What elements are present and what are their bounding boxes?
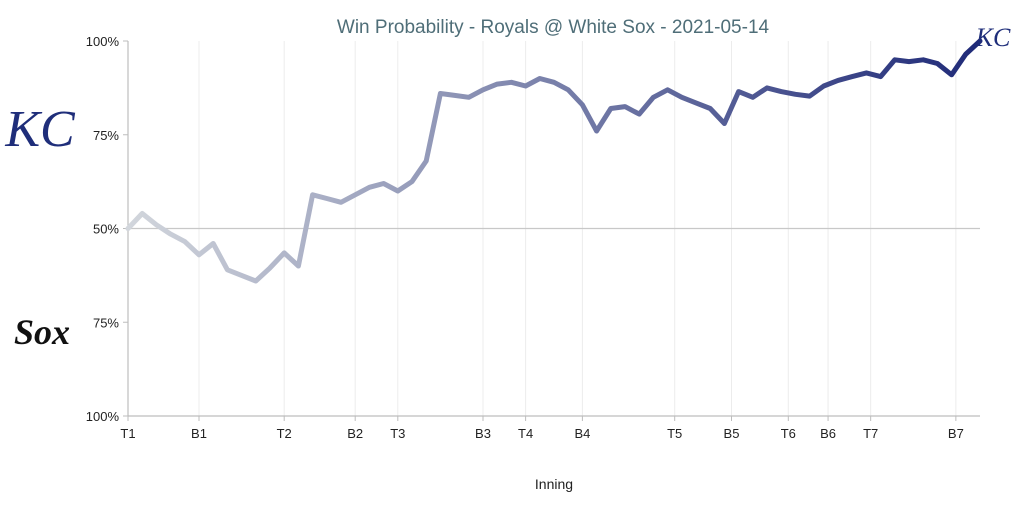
white-sox-logo-icon: Sox: [14, 312, 70, 352]
win-probability-line: [125, 38, 983, 284]
x-tick-label-b6: B6: [820, 426, 836, 441]
y-tick-labels: 100% 75% 50% 75% 100%: [86, 34, 128, 424]
svg-text:KC: KC: [975, 23, 1011, 52]
royals-end-logo-icon: KC: [975, 23, 1011, 52]
x-tick-label-t7: T7: [863, 426, 878, 441]
y-tick-label: 75%: [93, 315, 119, 330]
x-tick-label-b7: B7: [948, 426, 964, 441]
x-tick-label-t3: T3: [390, 426, 405, 441]
y-tick-label: 100%: [86, 34, 120, 49]
x-tick-label-t4: T4: [518, 426, 533, 441]
svg-text:KC: KC: [4, 101, 76, 158]
x-tick-label-b3: B3: [475, 426, 491, 441]
svg-text:Sox: Sox: [14, 312, 70, 352]
y-tick-label: 50%: [93, 222, 119, 237]
x-tick-labels: T1 B1 T2 B2 T3 B3 T4 B4 T5 B5 T6 B6 T7 B7: [120, 416, 964, 441]
x-axis-label: Inning: [535, 476, 573, 492]
x-tick-label-t6: T6: [781, 426, 796, 441]
gridlines: [127, 41, 980, 416]
x-tick-label-t2: T2: [277, 426, 292, 441]
royals-logo-icon: KC: [4, 101, 76, 158]
x-tick-label-b2: B2: [347, 426, 363, 441]
x-tick-label-b5: B5: [724, 426, 740, 441]
x-tick-label-b4: B4: [574, 426, 590, 441]
y-tick-label: 75%: [93, 128, 119, 143]
chart-title: Win Probability - Royals @ White Sox - 2…: [337, 17, 770, 38]
x-tick-label-t5: T5: [667, 426, 682, 441]
x-tick-label-t1: T1: [120, 426, 135, 441]
x-tick-label-b1: B1: [191, 426, 207, 441]
y-tick-label: 100%: [86, 409, 120, 424]
